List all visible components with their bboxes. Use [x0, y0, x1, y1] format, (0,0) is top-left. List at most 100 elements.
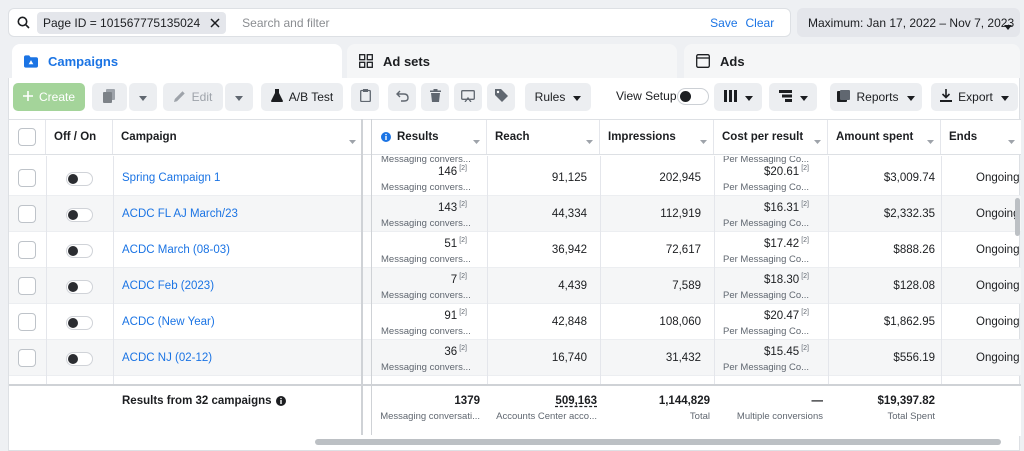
- undo-icon: [395, 90, 409, 105]
- columns-button[interactable]: [714, 83, 762, 111]
- table-row[interactable]: ACDC FL AJ March/23 143 [2] Messaging con…: [9, 196, 1021, 232]
- results-value[interactable]: 51 [2]: [444, 237, 467, 250]
- footnote-marker: [2]: [801, 201, 809, 208]
- header-campaign[interactable]: Campaign: [113, 120, 363, 154]
- ends-value: Ongoing: [976, 352, 1020, 364]
- export-button[interactable]: Export: [931, 83, 1018, 111]
- row-checkbox[interactable]: [18, 349, 36, 367]
- cost-number: $17.42: [764, 237, 800, 250]
- totals-label: Results from 32 campaigns: [122, 395, 272, 407]
- table-row[interactable]: ACDC March (08-03) 51 [2] Messaging conve…: [9, 232, 1021, 268]
- select-all-checkbox[interactable]: [18, 128, 36, 146]
- totals-reach[interactable]: 509,163: [555, 395, 597, 407]
- tag-icon: [494, 89, 508, 105]
- results-value[interactable]: 36 [2]: [444, 345, 467, 358]
- amount-spent-value: $2,332.35: [883, 208, 935, 220]
- header-results-label: Results: [397, 131, 439, 143]
- campaign-name-link[interactable]: ACDC NJ (02-12): [122, 352, 213, 364]
- rules-button[interactable]: Rules: [525, 83, 591, 111]
- date-range-picker[interactable]: Maximum: Jan 17, 2022 – Nov 7, 2023: [797, 8, 1020, 37]
- table-row[interactable]: ACDC NJ (02-12) 36 [2] Messaging convers.…: [9, 340, 1021, 376]
- preview-button[interactable]: [454, 83, 482, 111]
- save-filter-link[interactable]: Save: [710, 15, 738, 30]
- campaign-toggle[interactable]: [66, 280, 93, 294]
- campaign-toggle[interactable]: [66, 208, 93, 222]
- header-cost-per-result[interactable]: Cost per result: [714, 120, 828, 154]
- results-value[interactable]: 7 [2]: [451, 273, 467, 286]
- preview-icon: [461, 89, 475, 105]
- ab-test-button[interactable]: A/B Test: [261, 83, 343, 111]
- filter-bar[interactable]: Page ID = 101567775135024 Save Clear: [8, 8, 791, 37]
- campaign-name-link[interactable]: ACDC March (08-03): [122, 244, 230, 256]
- campaign-name-link[interactable]: ACDC Feb (2023): [122, 280, 215, 292]
- breakdown-button[interactable]: [769, 83, 817, 111]
- results-value[interactable]: 91 [2]: [444, 309, 467, 322]
- campaign-name-link[interactable]: ACDC FL AJ March/23: [122, 208, 238, 220]
- vertical-scrollbar[interactable]: [1015, 198, 1020, 236]
- duplicate-dropdown[interactable]: [129, 83, 157, 111]
- toggle-knob: [68, 210, 78, 220]
- cost-value[interactable]: $18.30 [2]: [764, 273, 809, 286]
- table-row[interactable]: ACDC (New Year) 91 [2] Messaging convers.…: [9, 304, 1021, 340]
- table-row[interactable]: Spring Campaign 1 146 [2] Messaging conve…: [9, 160, 1021, 196]
- campaign-toggle[interactable]: [66, 172, 93, 186]
- row-checkbox[interactable]: [18, 205, 36, 223]
- cost-value[interactable]: $17.42 [2]: [764, 237, 809, 250]
- undo-button[interactable]: [388, 83, 416, 111]
- search-input[interactable]: [242, 15, 703, 30]
- cost-value[interactable]: $16.31 [2]: [764, 201, 809, 214]
- search-icon: [9, 16, 37, 29]
- plus-icon: [23, 90, 33, 104]
- row-checkbox[interactable]: [18, 313, 36, 331]
- cost-value[interactable]: $20.61 [2]: [764, 165, 809, 178]
- results-number: 36: [444, 345, 458, 358]
- cost-sub: Per Messaging Co...: [723, 182, 810, 193]
- caret-down-icon: [1004, 19, 1012, 33]
- edit-dropdown[interactable]: [225, 83, 253, 111]
- info-icon[interactable]: [275, 396, 286, 406]
- row-checkbox[interactable]: [18, 241, 36, 259]
- horizontal-scrollbar[interactable]: [315, 439, 1001, 445]
- close-icon[interactable]: [210, 17, 220, 28]
- row-checkbox[interactable]: [18, 169, 36, 187]
- ends-value: Ongoing: [976, 280, 1020, 292]
- tab-ad-sets[interactable]: Ad sets: [347, 44, 677, 78]
- tab-ads[interactable]: Ads: [684, 44, 1020, 78]
- table-row[interactable]: ACDC Feb (2023) 7 [2] Messaging convers..…: [9, 268, 1021, 304]
- clipboard-button[interactable]: [351, 83, 379, 111]
- filter-chip[interactable]: Page ID = 101567775135024: [37, 11, 227, 34]
- campaign-toggle[interactable]: [66, 316, 93, 330]
- header-impressions[interactable]: Impressions: [600, 120, 714, 154]
- view-setup-toggle[interactable]: [677, 88, 709, 105]
- clear-filter-link[interactable]: Clear: [745, 15, 775, 30]
- cost-value[interactable]: $20.47 [2]: [764, 309, 809, 322]
- header-reach[interactable]: Reach: [487, 120, 600, 154]
- header-ends[interactable]: Ends: [941, 120, 1021, 154]
- campaign-toggle[interactable]: [66, 244, 93, 258]
- results-value[interactable]: 146 [2]: [438, 165, 467, 178]
- toolbar: Create Edit A/B Test: [13, 83, 1023, 113]
- delete-button[interactable]: [421, 83, 449, 111]
- header-reach-label: Reach: [495, 131, 530, 143]
- sort-icon: [349, 135, 356, 147]
- results-value[interactable]: 143 [2]: [438, 201, 467, 214]
- sort-icon: [927, 135, 934, 147]
- campaign-name-link[interactable]: Spring Campaign 1: [122, 172, 221, 184]
- row-checkbox[interactable]: [18, 277, 36, 295]
- edit-button[interactable]: Edit: [163, 83, 223, 111]
- reach-value: 16,740: [551, 352, 587, 364]
- header-impressions-label: Impressions: [608, 131, 676, 143]
- tab-campaigns[interactable]: Campaigns: [12, 44, 342, 78]
- campaign-toggle[interactable]: [66, 352, 93, 366]
- campaigns-panel: Create Edit A/B Test: [8, 78, 1023, 451]
- header-amount-spent[interactable]: Amount spent: [828, 120, 941, 154]
- create-button[interactable]: Create: [13, 83, 85, 111]
- cost-value[interactable]: $15.45 [2]: [764, 345, 809, 358]
- header-off-on[interactable]: Off / On: [46, 120, 113, 154]
- tag-button[interactable]: [487, 83, 515, 111]
- header-results[interactable]: Results: [373, 120, 487, 154]
- campaign-name-link[interactable]: ACDC (New Year): [122, 316, 215, 328]
- reports-button[interactable]: Reports: [830, 83, 922, 111]
- duplicate-button[interactable]: [92, 83, 127, 111]
- impressions-value: 72,617: [665, 244, 701, 256]
